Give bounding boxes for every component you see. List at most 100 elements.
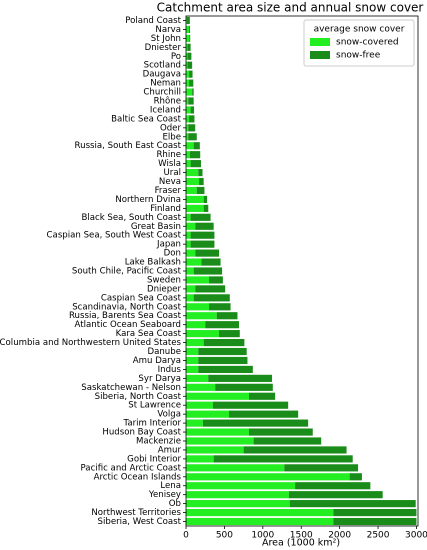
bar-segment (219, 330, 240, 338)
bar-segment (195, 249, 220, 257)
y-tick-label: Iceland (150, 105, 181, 115)
bar-segment (186, 169, 199, 177)
bar-segment (199, 177, 204, 186)
bar-segment (186, 177, 200, 186)
y-tick-label: Lena (160, 481, 181, 491)
x-tick-label: 500 (216, 531, 233, 541)
bar-segment (189, 115, 195, 123)
bar-segment (186, 79, 190, 87)
bar-segment (186, 16, 190, 25)
legend-label: snow-free (336, 51, 381, 61)
bar-segment (208, 374, 273, 382)
y-tick-label: Mackenzie (136, 437, 181, 447)
y-tick-label: Dnieper (147, 284, 181, 294)
bar-segment (209, 276, 223, 284)
y-tick-label: Northern Dvina (115, 195, 181, 205)
bar-segment (186, 160, 191, 168)
bar-segment (186, 106, 191, 114)
y-tick-label: Finland (150, 204, 181, 214)
y-tick-label: Siberia, North Coast (95, 392, 182, 402)
y-tick-label: Wisla (158, 159, 181, 169)
bar-segment (192, 88, 194, 96)
y-tick-label: Don (164, 249, 181, 259)
bar-segment (209, 303, 231, 311)
bar-segment (186, 34, 190, 42)
y-tick-label: Elbe (162, 132, 181, 142)
legend-label: snow-covered (336, 38, 399, 48)
bar-segment (186, 437, 254, 445)
bar-segment (186, 186, 197, 195)
y-tick-label: Danube (147, 347, 181, 357)
bar-segment (198, 356, 248, 365)
y-tick-label: Scandinavia, North Coast (72, 302, 181, 312)
bar-segment (186, 500, 290, 508)
legend-swatch (310, 38, 330, 46)
bar-segment (186, 410, 230, 418)
y-tick-label: Rhône (154, 96, 181, 107)
y-tick-label: Pacific and Arctic Coast (81, 463, 182, 473)
chart-title: Catchment area size and annual snow cove… (157, 1, 424, 15)
bar-segment (189, 151, 201, 159)
y-tick-label: Neman (150, 79, 181, 89)
bar-segment (186, 428, 249, 436)
legend-title: average snow cover (314, 25, 405, 35)
bar-segment (186, 294, 194, 302)
bar-segment (186, 347, 199, 356)
bar-segment (186, 52, 188, 60)
bar-segment (333, 509, 417, 517)
bar-segment (205, 321, 240, 329)
y-tick-label: Amur (158, 445, 182, 455)
bar-segment (189, 34, 191, 42)
y-tick-label: Russia, South East Coast (75, 141, 182, 151)
bar-segment (186, 97, 189, 105)
bar-segment (186, 70, 190, 78)
x-tick-label: 3000 (405, 531, 427, 541)
bar-segment (186, 446, 244, 454)
bar-segment (289, 500, 416, 508)
bar-segment (284, 464, 359, 472)
y-tick-label: Fraser (155, 186, 182, 196)
y-tick-label: Black Sea, South Coast (81, 213, 181, 223)
bar-segment (186, 303, 210, 311)
bar-segment (186, 491, 289, 499)
bar-segment (186, 419, 203, 427)
bar-segment (213, 455, 353, 463)
legend-swatch (310, 51, 330, 59)
bar-segment (190, 213, 211, 221)
bar-segment (248, 392, 276, 400)
y-tick-label: Arctic Ocean Islands (94, 472, 182, 482)
y-tick-label: Lake Balkash (125, 258, 181, 268)
bar-segment (190, 240, 215, 248)
bar-segment (186, 222, 196, 230)
bar-segment (186, 25, 190, 33)
bar-segment (186, 312, 217, 320)
bar-segment (349, 473, 362, 481)
y-tick-label: South Chile, Pacific Coast (72, 267, 182, 277)
bar-segment (186, 124, 189, 132)
y-tick-label: St John (151, 34, 181, 44)
bar-segment (186, 509, 334, 517)
y-tick-label: Scotland (144, 61, 181, 71)
bar-segment (186, 276, 210, 284)
bar-segment (186, 61, 188, 69)
bar-segment (186, 455, 214, 463)
bar-segment (188, 97, 194, 105)
y-tick-label: Daugava (143, 70, 181, 80)
bar-segment (186, 365, 199, 373)
x-tick-label: 1000 (251, 531, 274, 541)
bar-segment (193, 267, 223, 275)
y-tick-label: Narva (155, 25, 181, 35)
bar-segment (188, 124, 196, 132)
y-tick-label: Saskatchewan - Nelson (81, 383, 181, 393)
y-tick-label: Tarim Interior (123, 419, 182, 429)
y-tick-label: Ob (169, 499, 181, 509)
y-tick-label: Kara Sea Coast (116, 329, 182, 339)
y-tick-label: Japan (156, 240, 181, 250)
y-tick-label: Caspian Sea, South West Coast (47, 231, 182, 241)
y-tick-label: Russia, Barents Sea Coast (69, 311, 182, 321)
y-tick-label: Neva (159, 177, 181, 187)
x-tick-label: 2000 (328, 531, 351, 541)
bar-segment (253, 437, 322, 445)
bar-segment (196, 186, 205, 195)
